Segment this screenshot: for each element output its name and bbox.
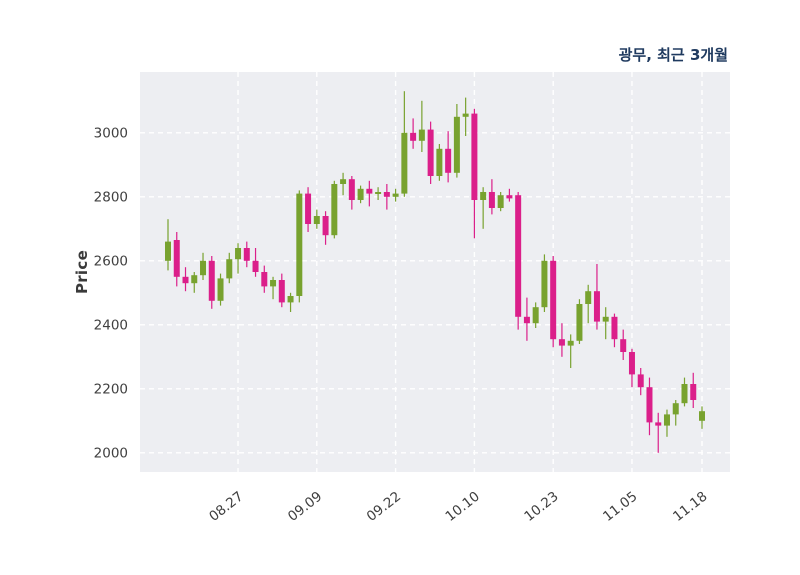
candle-body	[243, 248, 250, 261]
y-tick-label: 2600	[94, 253, 128, 269]
candle-body	[375, 192, 382, 194]
candle-body	[471, 113, 478, 200]
candle-body	[532, 307, 539, 324]
y-tick-label: 2200	[94, 381, 128, 397]
candle-body	[637, 374, 644, 388]
candle-body	[305, 193, 312, 224]
candle-body	[340, 179, 347, 184]
candle-body	[453, 116, 460, 173]
x-tick-label: 09.22	[364, 489, 404, 525]
candle-body	[672, 403, 679, 415]
candle-body	[611, 316, 618, 340]
x-tick-label: 08.27	[206, 489, 246, 525]
candle-body	[480, 192, 487, 200]
candle-body	[445, 148, 452, 173]
y-tick-label: 2000	[94, 445, 128, 461]
candle-body	[208, 260, 215, 301]
y-tick-label: 2400	[94, 317, 128, 333]
candle-body	[296, 193, 303, 296]
candle-body	[699, 411, 705, 421]
candle-body	[620, 339, 627, 352]
x-tick-label: 11.18	[670, 489, 710, 525]
candle-body	[427, 129, 434, 176]
candle-body	[331, 184, 338, 236]
x-tick-label: 10.23	[521, 489, 561, 525]
candle-body	[488, 192, 495, 208]
candle-body	[506, 195, 513, 199]
candle-body	[558, 339, 565, 346]
candle-body	[628, 352, 635, 375]
candle-body	[418, 129, 425, 141]
candle-body	[401, 132, 408, 194]
candle-body	[287, 296, 294, 303]
candle-body	[392, 193, 399, 197]
candle-body	[550, 260, 557, 340]
candle-body	[270, 280, 277, 287]
x-tick-label: 09.09	[285, 489, 325, 525]
candle-body	[436, 148, 443, 176]
y-tick-label: 3000	[94, 125, 128, 141]
candle-body	[602, 316, 609, 322]
candle-body	[541, 260, 548, 308]
candle-body	[410, 132, 417, 141]
candle-body	[252, 260, 259, 272]
candle-body	[497, 195, 504, 208]
candle-body	[515, 195, 522, 317]
candle-body	[217, 278, 224, 301]
candle-body	[681, 384, 688, 404]
candle-body	[383, 192, 390, 197]
candle-body	[173, 240, 180, 277]
candle-body	[366, 188, 373, 194]
candle-body	[593, 291, 600, 322]
candle-body	[523, 316, 530, 324]
candle-body	[655, 422, 662, 426]
candle-body	[663, 414, 670, 426]
candle-body	[357, 188, 364, 200]
x-tick-label: 10.10	[443, 489, 483, 525]
candle-body	[278, 280, 285, 303]
candle-body	[235, 248, 242, 260]
candle-body	[690, 384, 697, 400]
y-tick-label: 2800	[94, 189, 128, 205]
candle-body	[165, 241, 171, 261]
candle-body	[462, 113, 469, 117]
candle-body	[313, 216, 320, 224]
candle-body	[261, 272, 268, 287]
candle-body	[191, 275, 198, 284]
candle-body	[200, 260, 207, 276]
candle-body	[182, 276, 189, 284]
candle-body	[567, 340, 574, 346]
candle-body	[348, 179, 355, 200]
candle-body	[646, 387, 653, 423]
candle-body	[226, 259, 233, 279]
x-tick-label: 11.05	[600, 489, 640, 525]
chart-title: 광무, 최근 3개월	[618, 46, 728, 64]
candle-body	[576, 304, 583, 341]
candle-body	[585, 291, 592, 304]
candle-body	[322, 216, 329, 236]
